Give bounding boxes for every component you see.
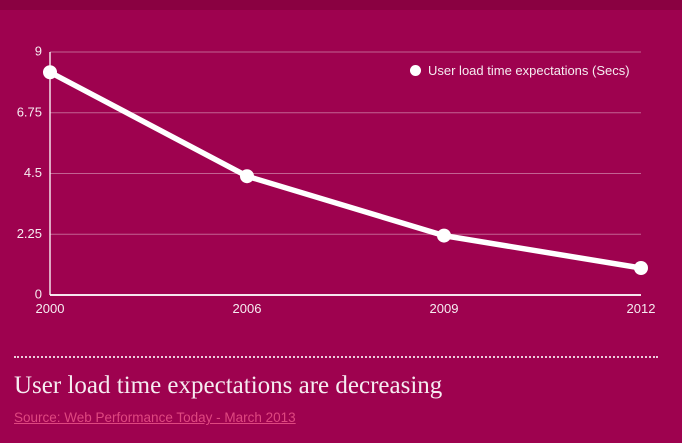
source-link[interactable]: Source: Web Performance Today - March 20… [14,410,296,425]
legend-label: User load time expectations (Secs) [428,63,630,78]
data-point [240,169,254,184]
data-point [634,261,648,275]
dotted-separator [14,356,658,358]
y-axis-tick-label: 0 [35,287,42,302]
y-axis-tick-label: 6.75 [17,104,42,119]
x-axis-tick-label: 2000 [36,301,65,316]
y-axis-tick-label: 4.5 [24,165,42,180]
y-axis-tick-label: 9 [35,44,42,59]
data-point [43,65,57,80]
top-accent-band [0,0,682,10]
y-axis-tick-label: 2.25 [17,226,42,241]
data-point [437,228,451,243]
legend-marker-icon [410,65,421,76]
data-line [47,69,644,271]
chart-title: User load time expectations are decreasi… [14,372,443,399]
x-axis-tick-label: 2006 [233,301,262,316]
x-axis-tick-label: 2012 [627,301,656,316]
x-axis-tick-label: 2009 [430,301,459,316]
